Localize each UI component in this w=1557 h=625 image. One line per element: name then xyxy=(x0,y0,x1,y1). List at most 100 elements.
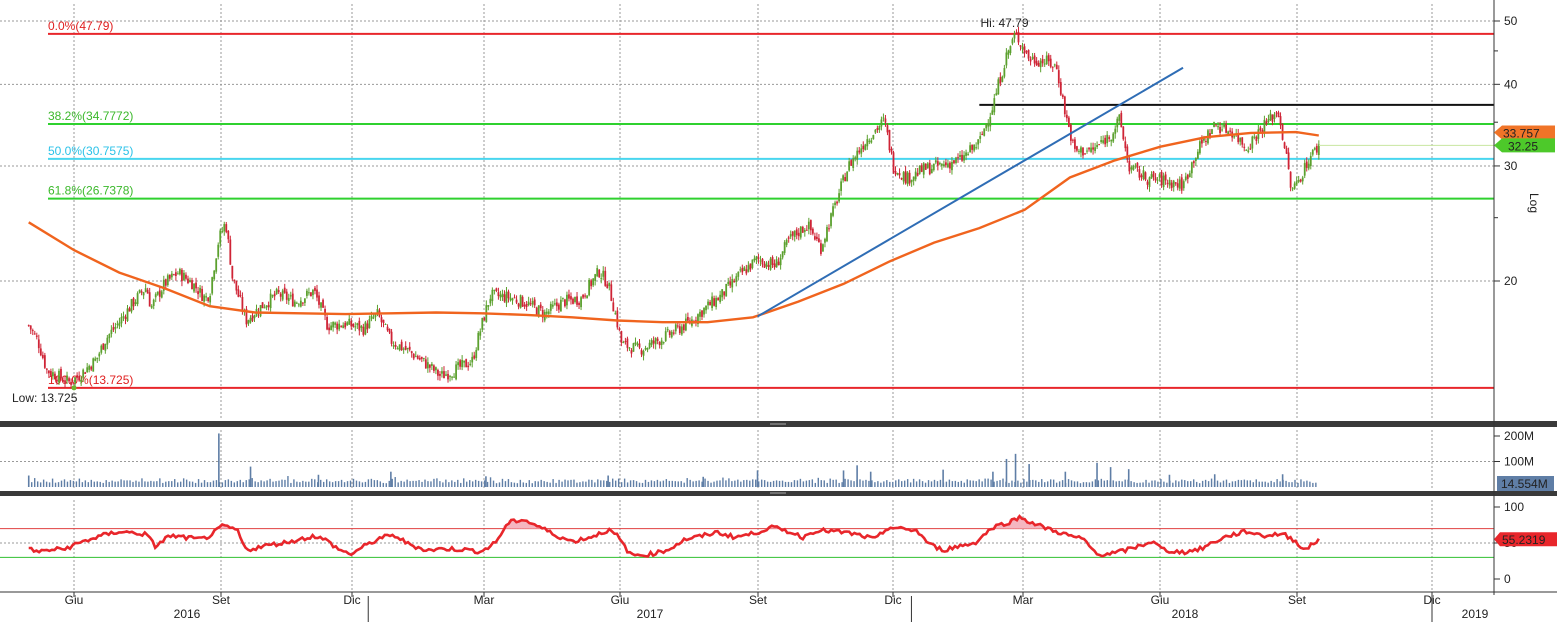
volume-bar xyxy=(144,481,146,487)
volume-bar xyxy=(1237,479,1240,487)
volume-bar xyxy=(835,479,837,487)
volume-bar xyxy=(1061,480,1064,487)
candle-body xyxy=(314,287,316,291)
candle-body xyxy=(898,173,901,176)
volume-bar xyxy=(689,479,691,487)
volume-bar xyxy=(933,479,936,487)
candle-body xyxy=(92,358,95,372)
candle-body xyxy=(646,348,649,350)
rsi-overbought-fill xyxy=(534,526,538,529)
volume-bar xyxy=(1243,479,1246,487)
rsi-last-bg xyxy=(1494,532,1557,547)
rsi-line xyxy=(28,514,1320,558)
volume-bar xyxy=(290,482,292,487)
volume-bar xyxy=(1300,479,1302,487)
candle-body xyxy=(1271,114,1274,122)
candle-body xyxy=(140,291,143,293)
candle-body xyxy=(676,325,679,327)
candle-body xyxy=(876,128,879,131)
candle-body xyxy=(610,284,613,301)
volume-bar xyxy=(909,482,912,487)
candle-body xyxy=(1090,147,1092,152)
candle-body xyxy=(1082,147,1084,156)
candle-body xyxy=(227,231,230,240)
volume-bar xyxy=(132,481,134,487)
candle-body xyxy=(904,171,907,184)
rsi-overbought-fill xyxy=(1024,522,1028,529)
candle-body xyxy=(596,268,599,277)
candle-body xyxy=(1009,46,1012,54)
volume-bar xyxy=(358,481,361,487)
candle-body xyxy=(259,305,262,317)
volume-bar xyxy=(442,482,444,487)
candle-body xyxy=(830,213,832,227)
volume-bar xyxy=(620,482,623,487)
candle-body xyxy=(1084,153,1086,155)
volume-bar xyxy=(457,479,459,487)
candle-body xyxy=(172,274,175,276)
candle-body xyxy=(1106,134,1109,144)
candle-body xyxy=(515,299,518,303)
candle-body xyxy=(640,350,643,355)
volume-bar xyxy=(188,481,191,487)
volume-bar xyxy=(975,481,977,487)
rsi-overbought-fill xyxy=(516,521,520,529)
candle-body xyxy=(203,295,206,302)
candle-body xyxy=(1031,57,1034,59)
volume-bar xyxy=(856,465,858,487)
volume-bar xyxy=(236,481,238,487)
candle-body xyxy=(408,346,411,350)
candle-body xyxy=(148,292,151,307)
volume-bar xyxy=(1067,479,1070,487)
candle-body xyxy=(747,265,750,272)
candle-body xyxy=(1023,46,1026,54)
candle-body xyxy=(570,296,572,300)
volume-bar xyxy=(346,481,349,487)
rsi-overbought-fill xyxy=(521,520,525,529)
candle-body xyxy=(824,238,826,243)
candle-body xyxy=(346,322,349,326)
candle-body xyxy=(1049,58,1052,67)
volume-bar xyxy=(677,481,679,487)
volume-bar xyxy=(1249,480,1252,487)
volume-bar xyxy=(1273,482,1275,487)
volume-bar xyxy=(755,479,757,487)
volume-bar xyxy=(305,481,307,487)
candle-body xyxy=(658,341,661,346)
candle-body xyxy=(1164,174,1167,181)
candle-body xyxy=(737,271,740,277)
volume-bar xyxy=(1127,469,1130,487)
candle-body xyxy=(251,315,254,321)
volume-bar xyxy=(159,478,161,487)
volume-bar xyxy=(1184,480,1186,487)
candle-body xyxy=(1055,64,1058,70)
volume-bar xyxy=(567,480,569,487)
volume-bar xyxy=(108,481,110,487)
volume-bar xyxy=(162,482,164,487)
candle-body xyxy=(652,340,655,344)
trendline xyxy=(757,66,1184,318)
volume-bar xyxy=(525,482,528,487)
candle-body xyxy=(449,376,451,378)
candle-body xyxy=(1221,129,1223,131)
candle-body xyxy=(832,206,834,216)
candle-body xyxy=(803,229,806,232)
candle-body xyxy=(328,327,330,331)
volume-bar xyxy=(1172,482,1174,487)
volume-bar xyxy=(927,480,930,487)
candle-body xyxy=(1005,52,1008,66)
volume-bar xyxy=(485,476,487,487)
volume-bar xyxy=(1270,480,1272,487)
candle-body xyxy=(622,342,625,344)
candle-body xyxy=(505,291,508,304)
candle-body xyxy=(1144,172,1147,180)
candle-body xyxy=(1168,179,1171,186)
candle-body xyxy=(572,298,574,304)
volume-bar xyxy=(829,478,831,487)
candle-body xyxy=(360,325,363,329)
volume-bar xyxy=(781,480,784,487)
volume-bar xyxy=(1079,483,1082,487)
candle-body xyxy=(439,373,441,376)
candle-body xyxy=(576,296,578,305)
candle-body xyxy=(455,364,457,380)
